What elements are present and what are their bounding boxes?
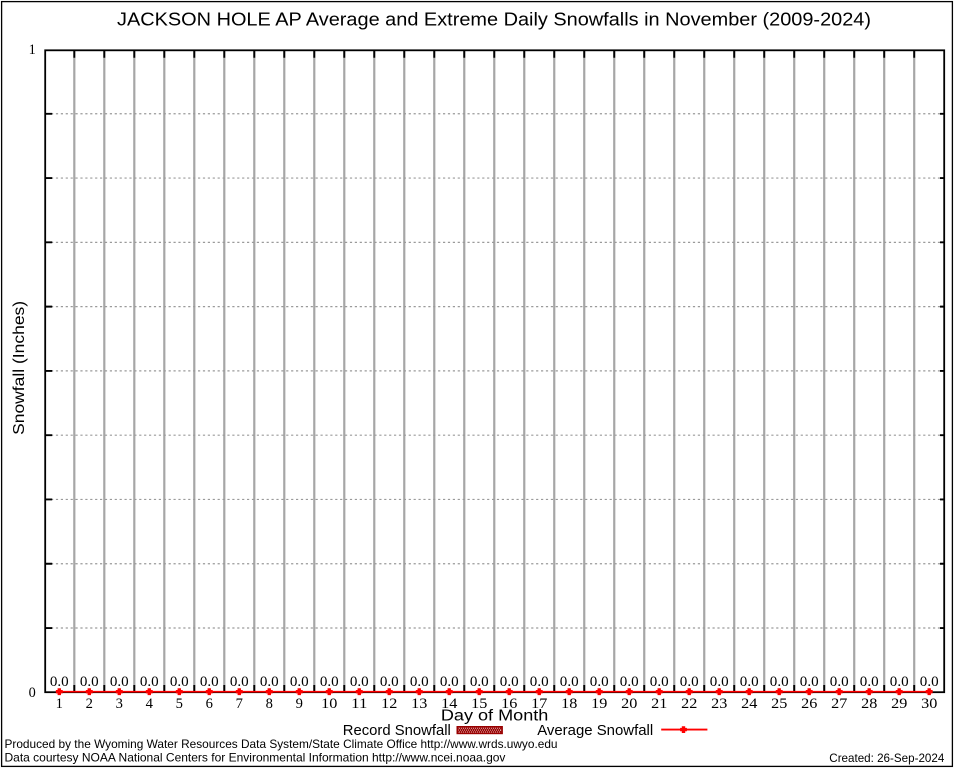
svg-text:Snowfall (Inches): Snowfall (Inches)	[11, 301, 28, 435]
svg-text:0.0: 0.0	[470, 674, 489, 690]
svg-text:0.0: 0.0	[800, 674, 819, 690]
svg-text:0.0: 0.0	[380, 674, 399, 690]
svg-text:0.0: 0.0	[170, 674, 189, 690]
svg-text:30: 30	[921, 696, 937, 712]
svg-text:0.0: 0.0	[500, 674, 519, 690]
svg-text:17: 17	[531, 696, 547, 712]
svg-text:7: 7	[236, 696, 243, 712]
svg-text:0.0: 0.0	[530, 674, 549, 690]
svg-text:29: 29	[891, 696, 907, 712]
svg-text:0.0: 0.0	[230, 674, 249, 690]
svg-text:21: 21	[651, 696, 667, 712]
svg-text:10: 10	[321, 696, 337, 712]
svg-text:0.0: 0.0	[200, 674, 219, 690]
svg-text:0.0: 0.0	[290, 674, 309, 690]
svg-text:27: 27	[831, 696, 847, 712]
svg-text:14: 14	[441, 696, 458, 712]
svg-text:0.0: 0.0	[770, 674, 789, 690]
svg-text:23: 23	[711, 696, 727, 712]
svg-text:3: 3	[116, 696, 123, 712]
svg-text:9: 9	[296, 696, 303, 712]
svg-text:0.0: 0.0	[920, 674, 939, 690]
svg-text:0.0: 0.0	[650, 674, 669, 690]
svg-text:19: 19	[591, 696, 607, 712]
svg-text:0.0: 0.0	[410, 674, 429, 690]
svg-text:8: 8	[266, 696, 273, 712]
svg-text:0: 0	[29, 685, 36, 701]
svg-text:0.0: 0.0	[80, 674, 99, 690]
svg-text:Day of Month: Day of Month	[441, 708, 549, 725]
svg-text:0.0: 0.0	[560, 674, 579, 690]
svg-text:0.0: 0.0	[320, 674, 339, 690]
svg-text:28: 28	[861, 696, 877, 712]
svg-text:11: 11	[351, 696, 367, 712]
svg-text:20: 20	[621, 696, 637, 712]
svg-text:0.0: 0.0	[890, 674, 909, 690]
svg-text:Created: 26-Sep-2024: Created: 26-Sep-2024	[829, 751, 944, 765]
svg-text:0.0: 0.0	[440, 674, 459, 690]
svg-text:Data courtesy NOAA National Ce: Data courtesy NOAA National Centers for …	[5, 751, 506, 765]
svg-text:0.0: 0.0	[620, 674, 639, 690]
svg-text:0.0: 0.0	[680, 674, 699, 690]
svg-text:Record Snowfall: Record Snowfall	[343, 722, 451, 739]
svg-text:25: 25	[771, 696, 787, 712]
svg-text:0.0: 0.0	[590, 674, 609, 690]
svg-text:2: 2	[86, 696, 93, 712]
svg-text:24: 24	[741, 696, 758, 712]
svg-text:22: 22	[681, 696, 697, 712]
svg-text:12: 12	[381, 696, 397, 712]
svg-text:4: 4	[146, 696, 154, 712]
svg-text:JACKSON HOLE AP Average and Ex: JACKSON HOLE AP Average and Extreme Dail…	[117, 10, 871, 30]
svg-text:0.0: 0.0	[260, 674, 279, 690]
svg-text:0.0: 0.0	[830, 674, 849, 690]
svg-text:0.0: 0.0	[50, 674, 69, 690]
svg-text:13: 13	[411, 696, 427, 712]
svg-text:1: 1	[56, 696, 63, 712]
svg-text:0.0: 0.0	[710, 674, 729, 690]
svg-text:Average Snowfall: Average Snowfall	[537, 722, 653, 739]
svg-text:15: 15	[471, 696, 487, 712]
svg-text:Produced by the Wyoming Water: Produced by the Wyoming Water Resources …	[5, 737, 558, 751]
svg-text:0.0: 0.0	[740, 674, 759, 690]
svg-text:1: 1	[29, 42, 36, 58]
svg-text:18: 18	[561, 696, 577, 712]
svg-text:0.0: 0.0	[860, 674, 879, 690]
svg-text:26: 26	[801, 696, 817, 712]
svg-text:0.0: 0.0	[140, 674, 159, 690]
svg-text:5: 5	[176, 696, 183, 712]
svg-text:0.0: 0.0	[110, 674, 129, 690]
svg-text:16: 16	[501, 696, 517, 712]
svg-text:0.0: 0.0	[350, 674, 369, 690]
svg-text:6: 6	[206, 696, 213, 712]
